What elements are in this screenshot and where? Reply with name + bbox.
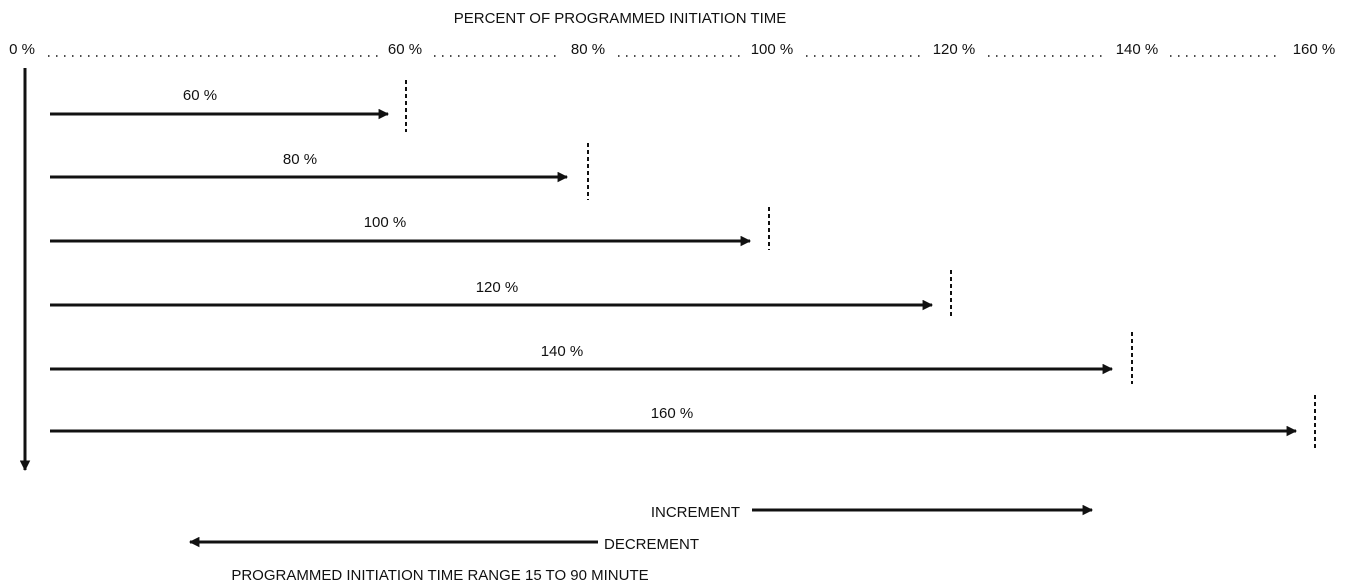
scale-label: 100 % bbox=[751, 41, 794, 58]
scale-label: 80 % bbox=[571, 41, 605, 58]
scale-label: 140 % bbox=[1116, 41, 1159, 58]
decrement-label: DECREMENT bbox=[604, 536, 699, 553]
scale-label: 0 % bbox=[9, 41, 35, 58]
arrow-label: 60 % bbox=[183, 87, 217, 104]
arrow-label: 80 % bbox=[283, 151, 317, 168]
scale-label: 60 % bbox=[388, 41, 422, 58]
increment-label: INCREMENT bbox=[651, 504, 740, 521]
scale-label: 120 % bbox=[933, 41, 976, 58]
title: PERCENT OF PROGRAMMED INITIATION TIME bbox=[454, 10, 787, 27]
arrow-label: 140 % bbox=[541, 343, 584, 360]
arrows: 60 % 80 % 100 % 120 % 140 % 160 % bbox=[50, 80, 1316, 450]
range-note: PROGRAMMED INITIATION TIME RANGE 15 TO 9… bbox=[231, 567, 648, 584]
arrow-label: 120 % bbox=[476, 279, 519, 296]
scale: 0 % 60 % 80 % 100 % 120 % 140 % 160 % bbox=[9, 41, 1335, 58]
scale-label: 160 % bbox=[1293, 41, 1336, 58]
arrow-label: 160 % bbox=[651, 405, 694, 422]
arrow-label: 100 % bbox=[364, 214, 407, 231]
